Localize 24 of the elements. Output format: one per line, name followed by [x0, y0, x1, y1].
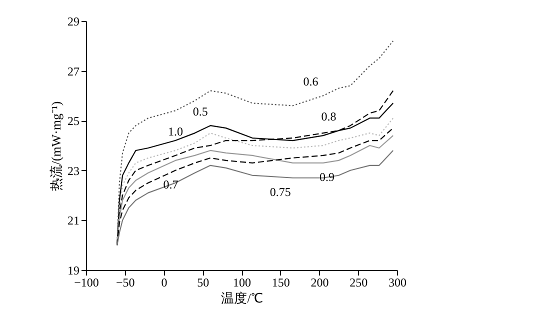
annotation: 0.6 — [303, 74, 318, 89]
x-axis-title: 温度/℃ — [221, 290, 263, 306]
y-tick-label: 19 — [68, 264, 80, 278]
y-tick-label: 25 — [68, 114, 80, 128]
annotation: 1.0 — [168, 124, 184, 138]
annotation: 0.9 — [320, 170, 335, 184]
x-tick-label: 0 — [161, 276, 168, 290]
annotation: 0.5 — [192, 104, 208, 119]
x-tick-label: 100 — [233, 276, 251, 290]
y-tick-label: 21 — [68, 214, 80, 228]
x-tick-label: 300 — [388, 276, 406, 290]
x-tick-label: 150 — [272, 276, 290, 290]
x-tick-label: 50 — [197, 276, 210, 290]
x-tick-label: 250 — [350, 276, 368, 290]
annotation: 0.7 — [163, 177, 178, 192]
x-tick-label: −50 — [116, 276, 135, 290]
x-tick-label: 200 — [310, 276, 329, 290]
y-tick-label: 23 — [68, 164, 80, 178]
y-tick-label: 29 — [68, 14, 80, 28]
annotation: 0.8 — [321, 110, 336, 124]
x-tick-label: −100 — [74, 276, 99, 290]
y-tick-label: 27 — [68, 64, 80, 78]
annotation: 0.75 — [270, 184, 291, 199]
y-axis-title: 热流/(mW·mg⁻¹) — [48, 101, 64, 191]
